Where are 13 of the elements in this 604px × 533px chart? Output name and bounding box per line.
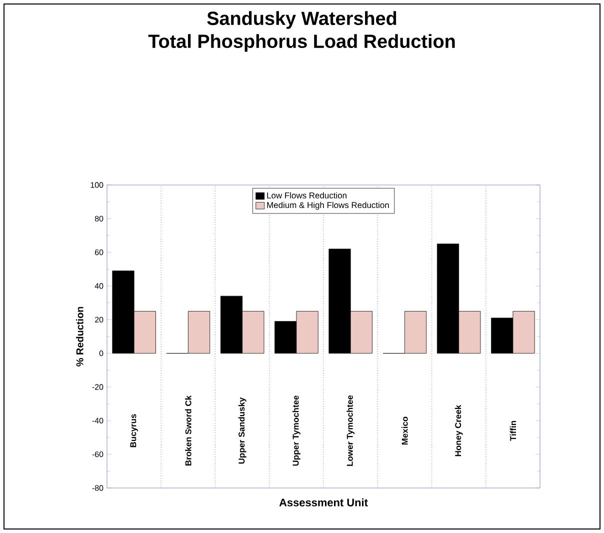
x-tick-label: Honey Creek	[454, 404, 463, 456]
x-tick-label: Lower Tymochtee	[346, 395, 355, 466]
x-tick-label: Broken Sword Ck	[185, 395, 192, 466]
x-tick-label: Bucyrus	[130, 414, 138, 448]
x-tick-label: Mexico	[402, 416, 408, 445]
x-tick-label: Upper Sandusky	[238, 397, 246, 464]
x-axis-title: Assessment Unit	[279, 498, 368, 506]
legend-label: Low Flows Reduction	[267, 192, 346, 198]
chart-title: Sandusky Watershed Total Phosphorus Load Reduction	[148, 11, 455, 52]
x-tick-label: Upper Tymochtee	[292, 396, 300, 466]
y-axis-title: % Reduction	[76, 306, 84, 366]
x-tick-label: Tiffin	[510, 421, 516, 441]
legend-label: Medium & High Flows Reduction	[267, 202, 389, 210]
